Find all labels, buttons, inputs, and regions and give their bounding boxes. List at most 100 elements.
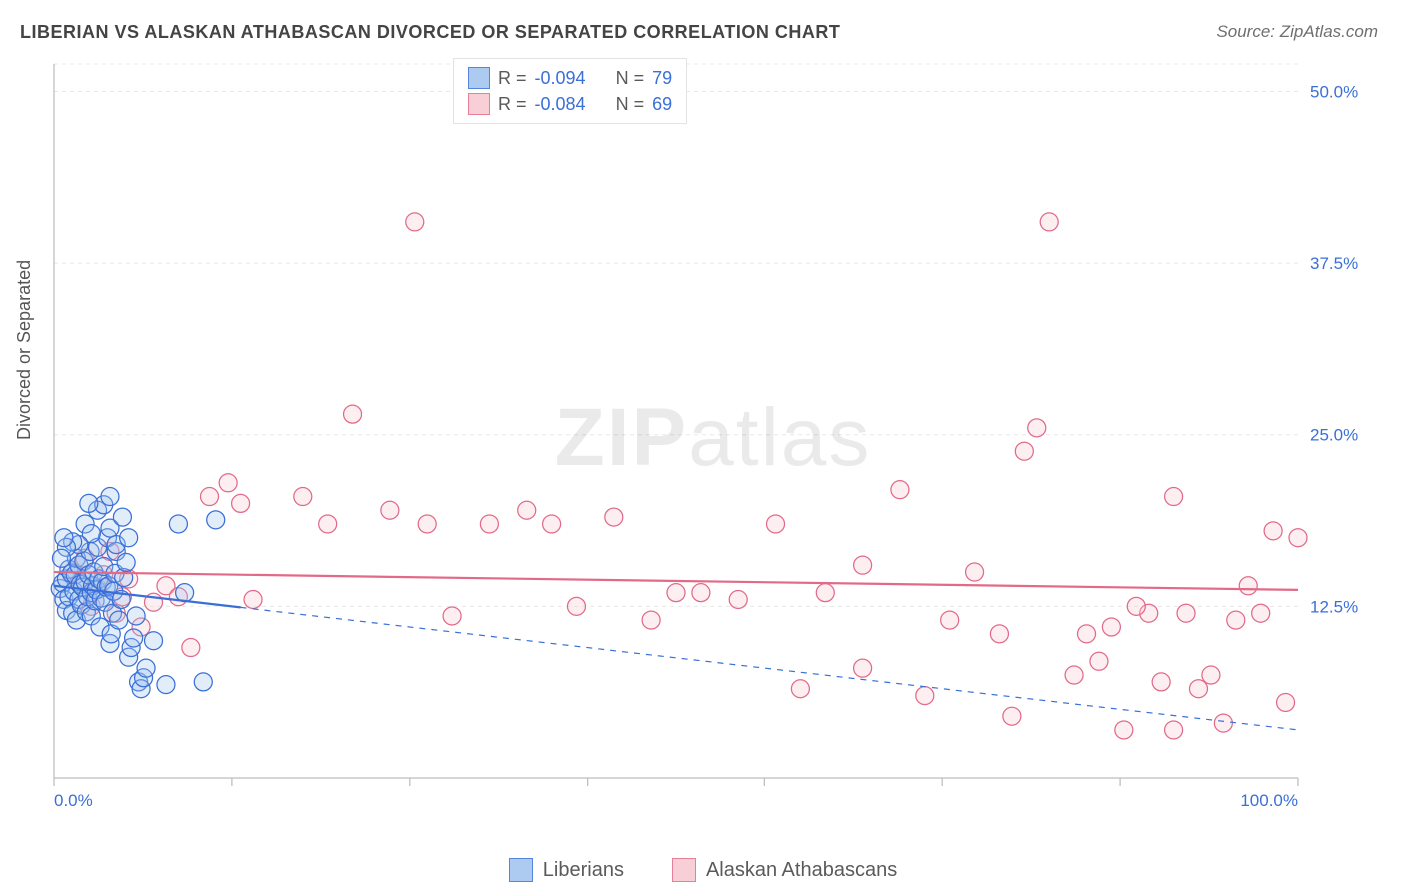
data-point xyxy=(1289,529,1307,547)
data-point xyxy=(1003,707,1021,725)
r-label: R = xyxy=(498,65,527,91)
data-point xyxy=(667,584,685,602)
data-point xyxy=(816,584,834,602)
data-point xyxy=(605,508,623,526)
data-point xyxy=(543,515,561,533)
data-point xyxy=(381,501,399,519)
y-axis-label: Divorced or Separated xyxy=(14,260,35,440)
data-point xyxy=(692,584,710,602)
data-point xyxy=(1040,213,1058,231)
data-point xyxy=(80,494,98,512)
data-point xyxy=(1202,666,1220,684)
data-point xyxy=(1152,673,1170,691)
y-tick-label: 50.0% xyxy=(1310,82,1358,101)
data-point xyxy=(767,515,785,533)
data-point xyxy=(854,659,872,677)
data-point xyxy=(1165,721,1183,739)
data-point xyxy=(1239,577,1257,595)
data-point xyxy=(418,515,436,533)
data-point xyxy=(1127,597,1145,615)
data-point xyxy=(729,591,747,609)
n-value: 69 xyxy=(652,91,672,117)
data-point xyxy=(101,488,119,506)
data-point xyxy=(642,611,660,629)
data-point xyxy=(1015,442,1033,460)
data-point xyxy=(1090,652,1108,670)
data-point xyxy=(244,591,262,609)
data-point xyxy=(966,563,984,581)
legend-swatch xyxy=(468,93,490,115)
legend-swatch xyxy=(468,67,490,89)
n-label: N = xyxy=(616,65,645,91)
legend-swatch xyxy=(672,858,696,882)
stats-legend-row: R = -0.084 N = 69 xyxy=(468,91,672,117)
data-point xyxy=(113,508,131,526)
data-point xyxy=(232,494,250,512)
data-point xyxy=(1102,618,1120,636)
data-point xyxy=(567,597,585,615)
data-point xyxy=(443,607,461,625)
data-point xyxy=(1028,419,1046,437)
data-point xyxy=(169,515,187,533)
n-label: N = xyxy=(616,91,645,117)
data-point xyxy=(344,405,362,423)
data-point xyxy=(941,611,959,629)
data-point xyxy=(52,549,70,567)
data-point xyxy=(110,611,128,629)
data-point xyxy=(891,481,909,499)
data-point xyxy=(194,673,212,691)
legend-label: Liberians xyxy=(543,859,624,882)
data-point xyxy=(127,607,145,625)
series-legend: Liberians Alaskan Athabascans xyxy=(0,858,1406,882)
data-point xyxy=(1189,680,1207,698)
data-point xyxy=(1115,721,1133,739)
y-tick-label: 37.5% xyxy=(1310,254,1358,273)
data-point xyxy=(1078,625,1096,643)
data-point xyxy=(1214,714,1232,732)
data-point xyxy=(55,529,73,547)
data-point xyxy=(176,584,194,602)
data-point xyxy=(990,625,1008,643)
data-point xyxy=(1252,604,1270,622)
r-value: -0.084 xyxy=(535,91,586,117)
r-value: -0.094 xyxy=(535,65,586,91)
data-point xyxy=(157,676,175,694)
data-point xyxy=(406,213,424,231)
scatter-plot: 12.5% 25.0% 37.5% 50.0% 0.0% 100.0% ZIPatlas xyxy=(48,58,1378,818)
stats-legend: R =-0.094N =79R =-0.084N =69 xyxy=(453,58,687,124)
data-point xyxy=(1165,488,1183,506)
data-point xyxy=(145,632,163,650)
data-point xyxy=(137,659,155,677)
y-tick-label: 25.0% xyxy=(1310,426,1358,445)
data-point xyxy=(480,515,498,533)
legend-item: Alaskan Athabascans xyxy=(672,858,897,882)
data-point xyxy=(1264,522,1282,540)
stats-legend-row: R =-0.094N =79 xyxy=(468,65,672,91)
data-point xyxy=(207,511,225,529)
data-point xyxy=(125,629,143,647)
legend-label: Alaskan Athabascans xyxy=(706,859,897,882)
data-point xyxy=(219,474,237,492)
data-point xyxy=(1227,611,1245,629)
data-point xyxy=(319,515,337,533)
data-point xyxy=(117,553,135,571)
data-point xyxy=(1177,604,1195,622)
legend-swatch xyxy=(509,858,533,882)
x-tick-label: 0.0% xyxy=(54,791,93,810)
data-point xyxy=(518,501,536,519)
data-point xyxy=(916,687,934,705)
data-point xyxy=(791,680,809,698)
chart-title: LIBERIAN VS ALASKAN ATHABASCAN DIVORCED … xyxy=(20,22,840,43)
data-point xyxy=(854,556,872,574)
y-tick-label: 12.5% xyxy=(1310,597,1358,616)
data-point xyxy=(182,639,200,657)
r-label: R = xyxy=(498,91,527,117)
data-point xyxy=(1277,693,1295,711)
source-label: Source: ZipAtlas.com xyxy=(1216,22,1378,42)
watermark: ZIPatlas xyxy=(555,391,872,485)
data-point xyxy=(120,529,138,547)
data-point xyxy=(1065,666,1083,684)
x-tick-label: 100.0% xyxy=(1240,791,1298,810)
data-point xyxy=(201,488,219,506)
legend-item: Liberians xyxy=(509,858,624,882)
